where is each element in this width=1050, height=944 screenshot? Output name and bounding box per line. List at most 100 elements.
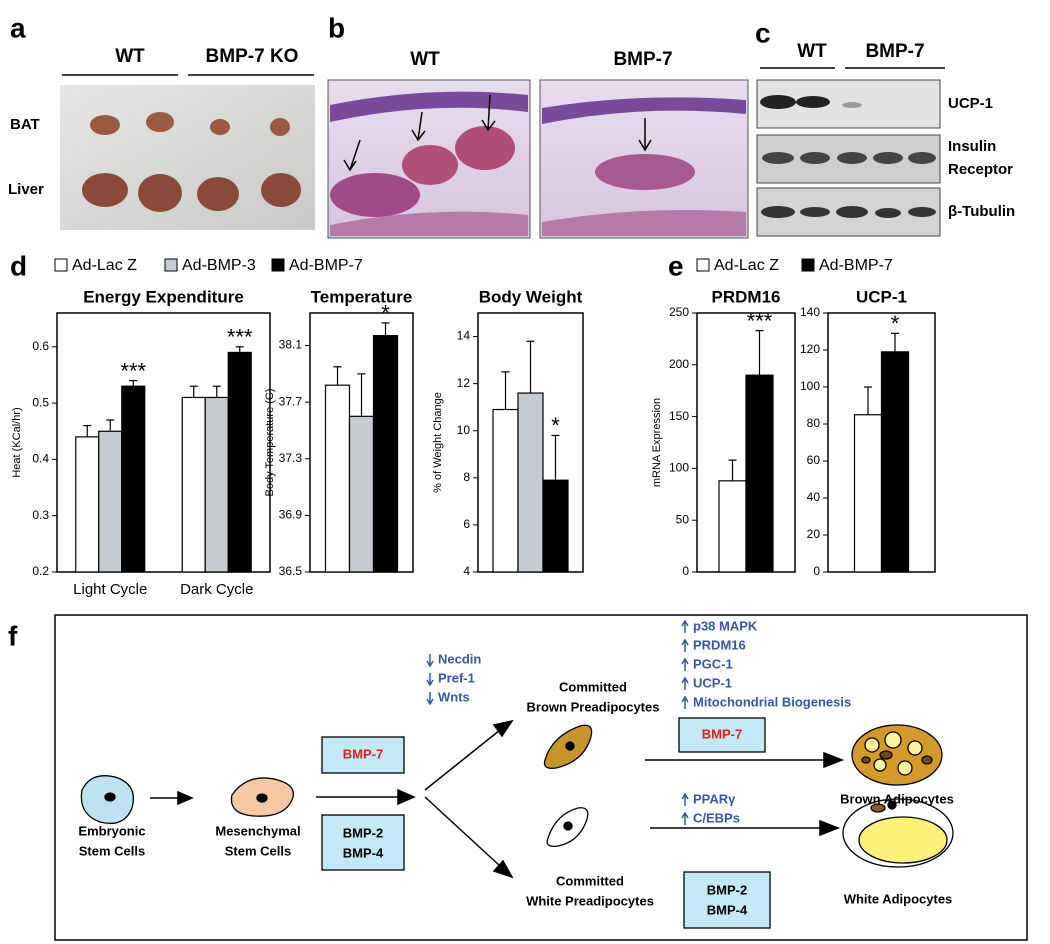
y-tick-label: 40 <box>807 490 821 504</box>
node-label: Committed <box>559 679 627 694</box>
regulation-arrow <box>681 695 689 709</box>
y-tick-label: 200 <box>669 357 689 371</box>
legend-swatch <box>164 258 178 272</box>
y-tick-label: 36.9 <box>279 508 303 522</box>
y-tick-label: 8 <box>463 470 470 484</box>
legend-swatch <box>696 258 710 272</box>
node-label: Stem Cells <box>225 843 291 858</box>
regulated-gene: PGC-1 <box>693 656 733 671</box>
error-bar <box>129 379 138 387</box>
legend-label: Ad-BMP-7 <box>289 257 363 274</box>
error-bar <box>755 330 764 376</box>
legend-label: Ad-BMP-3 <box>182 257 256 274</box>
tissue <box>82 112 301 212</box>
significance: *** <box>120 358 146 383</box>
legend-label: Ad-Lac Z <box>72 257 137 274</box>
cells <box>80 724 954 868</box>
factor-label: BMP-7 <box>702 726 742 741</box>
legend-swatch <box>54 258 68 272</box>
y-tick-label: 250 <box>669 305 689 319</box>
error-bar <box>212 385 221 398</box>
error-bar <box>551 434 560 481</box>
blot <box>756 79 941 237</box>
diagram-frame <box>54 614 1028 941</box>
significance: *** <box>747 308 773 333</box>
legend-swatch <box>271 258 285 272</box>
y-tick-label: 150 <box>669 409 689 423</box>
y-tick-label: 0.5 <box>32 395 49 409</box>
chart-title: PRDM16 <box>712 287 781 306</box>
regulation-arrow <box>681 638 689 652</box>
panel-letter: b <box>328 12 345 43</box>
row-label: Receptor <box>948 161 1013 178</box>
regulation-arrow <box>681 792 689 806</box>
factor-label: BMP-2 <box>707 882 747 897</box>
bar <box>204 396 229 573</box>
error-bar <box>526 340 535 394</box>
bar <box>181 396 206 573</box>
arrows <box>150 719 845 879</box>
y-tick-label: 120 <box>800 342 820 356</box>
regulation-arrow <box>426 692 434 706</box>
regulated-gene: Mitochondrial Biogenesis <box>693 694 851 709</box>
node-label: Brown Adipocytes <box>840 791 954 806</box>
row-label: Liver <box>8 181 44 198</box>
regulation-arrow <box>426 673 434 687</box>
panel-letter: a <box>10 12 26 43</box>
error-bar <box>189 385 198 398</box>
factor-boxes <box>321 717 771 929</box>
error-bar <box>357 373 366 417</box>
regulated-gene: UCP-1 <box>693 675 732 690</box>
error-bar <box>891 332 899 352</box>
y-tick-label: 20 <box>807 527 821 541</box>
regulation-arrow <box>681 657 689 671</box>
bar <box>227 351 252 573</box>
chart-title: Energy Expenditure <box>83 287 244 306</box>
factor-label: BMP-4 <box>707 902 748 917</box>
regulated-gene: PPARγ <box>693 791 736 806</box>
panel-letter: e <box>668 250 684 281</box>
y-tick-label: 10 <box>457 423 471 437</box>
y-tick-label: 14 <box>457 329 471 343</box>
error-bar <box>864 386 872 415</box>
y-tick-label: 0.4 <box>32 452 49 466</box>
error-bar <box>381 322 390 336</box>
node-label: Embryonic <box>78 823 145 838</box>
regulation-arrow <box>681 811 689 825</box>
factor-label: BMP-7 <box>343 746 383 761</box>
panel-letter: f <box>8 620 18 651</box>
column-label: BMP-7 <box>865 41 924 62</box>
x-tick-label: Light Cycle <box>73 581 147 598</box>
bar <box>324 384 351 573</box>
y-tick-label: 140 <box>800 305 820 319</box>
column-label: WT <box>115 46 145 67</box>
x-tick-label: Dark Cycle <box>180 581 253 598</box>
y-tick-label: 100 <box>800 379 820 393</box>
y-tick-label: 80 <box>807 416 821 430</box>
significance: * <box>551 413 560 438</box>
row-label: Insulin <box>948 138 996 155</box>
bar <box>853 414 883 573</box>
legend-swatch <box>801 258 815 272</box>
error-bar <box>235 346 244 353</box>
y-tick-label: 6 <box>463 517 470 531</box>
tissue-section <box>330 91 746 236</box>
node-label: Stem Cells <box>79 843 145 858</box>
significance: * <box>381 301 390 326</box>
bar <box>880 351 910 573</box>
error-bar <box>728 459 737 481</box>
factor-label: BMP-4 <box>343 845 384 860</box>
y-tick-label: 38.1 <box>279 338 303 352</box>
chart-title: Body Weight <box>479 287 583 306</box>
regulation-arrow <box>426 654 434 668</box>
diagram-text: Embryonic Stem Cells Mesenchymal Stem Cells… <box>78 618 953 917</box>
column-label: BMP-7 KO <box>206 46 299 67</box>
row-label: BAT <box>10 116 40 133</box>
error-bar <box>333 366 342 386</box>
bar <box>75 436 100 573</box>
y-tick-label: 50 <box>676 512 690 526</box>
plot-frame <box>56 312 271 573</box>
row-label: β-Tubulin <box>948 203 1015 220</box>
column-label: BMP-7 <box>613 49 672 70</box>
